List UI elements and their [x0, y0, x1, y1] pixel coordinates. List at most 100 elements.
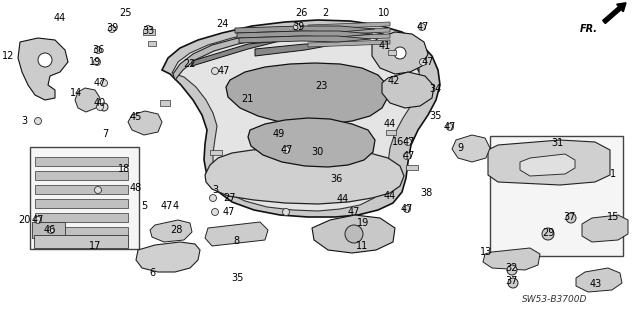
Text: 47: 47 — [223, 207, 235, 217]
Polygon shape — [35, 157, 128, 166]
Text: 39: 39 — [292, 22, 304, 32]
Text: 34: 34 — [429, 84, 441, 94]
Text: 9: 9 — [457, 143, 463, 153]
Circle shape — [100, 79, 108, 86]
Text: 37: 37 — [564, 212, 576, 222]
Text: 37: 37 — [506, 276, 518, 286]
Polygon shape — [173, 27, 419, 80]
Polygon shape — [312, 215, 395, 253]
Text: 38: 38 — [420, 188, 432, 198]
Text: 19: 19 — [357, 218, 369, 228]
Polygon shape — [382, 72, 434, 108]
Circle shape — [35, 117, 42, 124]
Text: 33: 33 — [142, 26, 154, 36]
Text: 26: 26 — [295, 8, 307, 18]
Polygon shape — [192, 41, 280, 66]
Text: 8: 8 — [233, 236, 239, 246]
Polygon shape — [205, 222, 268, 246]
Text: 43: 43 — [590, 279, 602, 289]
Bar — [148, 41, 156, 46]
Text: 7: 7 — [102, 129, 108, 139]
Text: 46: 46 — [44, 225, 56, 235]
Polygon shape — [255, 44, 338, 56]
Circle shape — [345, 225, 363, 243]
Circle shape — [97, 103, 104, 110]
Text: 47: 47 — [403, 151, 415, 161]
Polygon shape — [35, 199, 128, 208]
Circle shape — [294, 24, 301, 31]
Polygon shape — [308, 40, 390, 47]
Text: 42: 42 — [388, 76, 400, 86]
Circle shape — [145, 26, 152, 33]
Text: 13: 13 — [480, 247, 492, 257]
Text: 44: 44 — [384, 191, 396, 201]
Text: 12: 12 — [2, 51, 14, 61]
Polygon shape — [239, 36, 371, 43]
Circle shape — [282, 146, 289, 153]
Text: 14: 14 — [70, 88, 82, 98]
Text: 47: 47 — [348, 207, 360, 217]
Text: 44: 44 — [384, 119, 396, 129]
Bar — [210, 150, 222, 155]
Text: 31: 31 — [551, 138, 563, 148]
Circle shape — [47, 226, 54, 234]
Text: 22: 22 — [184, 59, 196, 69]
Bar — [406, 165, 418, 170]
Polygon shape — [235, 26, 375, 33]
Text: 19: 19 — [89, 57, 101, 67]
Text: 35: 35 — [429, 111, 441, 121]
Polygon shape — [18, 38, 68, 100]
Polygon shape — [35, 227, 128, 236]
Text: SW53-B3700D: SW53-B3700D — [522, 295, 588, 305]
Circle shape — [93, 58, 100, 65]
Text: 6: 6 — [149, 268, 155, 278]
Polygon shape — [205, 147, 404, 204]
Circle shape — [403, 205, 410, 212]
Circle shape — [507, 265, 517, 275]
Circle shape — [35, 217, 42, 224]
Text: 35: 35 — [231, 273, 243, 283]
Polygon shape — [308, 34, 390, 41]
Text: 25: 25 — [120, 8, 132, 18]
Text: 27: 27 — [223, 193, 236, 203]
Text: 44: 44 — [337, 194, 349, 204]
Bar — [30, 147, 139, 249]
Circle shape — [100, 103, 108, 111]
Polygon shape — [162, 20, 440, 217]
Text: 15: 15 — [607, 212, 619, 222]
Polygon shape — [226, 63, 388, 124]
Text: 3: 3 — [212, 185, 218, 195]
Text: 28: 28 — [170, 225, 182, 235]
Text: FR.: FR. — [580, 24, 598, 34]
Text: 32: 32 — [505, 263, 517, 273]
Circle shape — [282, 209, 289, 216]
Polygon shape — [35, 171, 128, 180]
Text: 30: 30 — [311, 147, 323, 157]
Text: 47: 47 — [422, 57, 434, 67]
Polygon shape — [308, 22, 390, 29]
Text: 29: 29 — [542, 228, 554, 238]
Polygon shape — [75, 88, 100, 112]
Text: 49: 49 — [273, 129, 285, 139]
Polygon shape — [34, 235, 128, 248]
Text: 41: 41 — [379, 41, 391, 51]
Circle shape — [394, 47, 406, 59]
Polygon shape — [308, 28, 390, 35]
Text: 47: 47 — [403, 137, 415, 147]
Text: 36: 36 — [330, 174, 342, 184]
Polygon shape — [172, 26, 420, 211]
Circle shape — [95, 47, 102, 54]
Text: 20: 20 — [18, 215, 30, 225]
Polygon shape — [483, 248, 540, 270]
Polygon shape — [237, 31, 373, 38]
Text: 17: 17 — [89, 241, 101, 251]
Text: 45: 45 — [130, 112, 142, 122]
Text: 48: 48 — [130, 183, 142, 193]
Text: 3: 3 — [21, 116, 27, 126]
Circle shape — [404, 138, 412, 145]
Polygon shape — [488, 140, 610, 185]
Circle shape — [95, 187, 102, 194]
Text: 39: 39 — [106, 23, 118, 33]
Polygon shape — [576, 268, 622, 292]
Circle shape — [566, 213, 576, 223]
